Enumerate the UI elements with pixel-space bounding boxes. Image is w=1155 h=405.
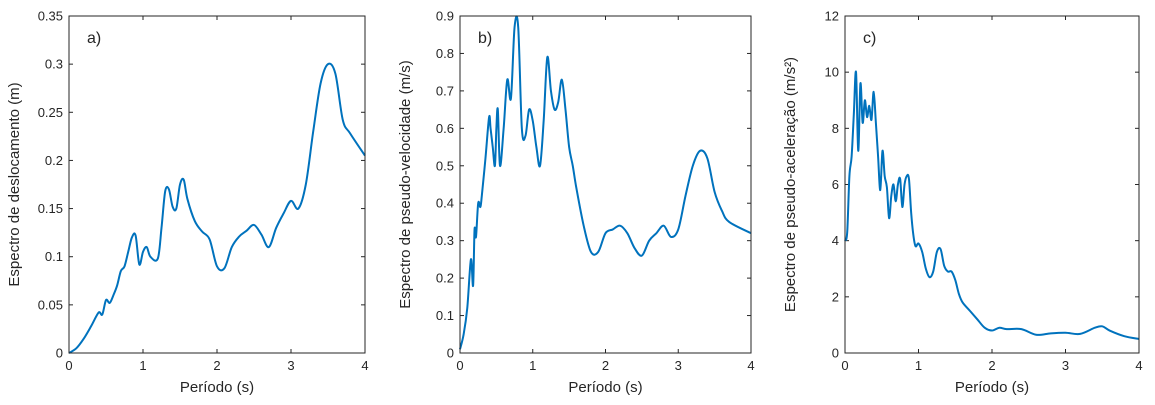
y-tick-label: 0.7 (436, 83, 454, 98)
y-tick-label: 0.1 (436, 308, 454, 323)
y-tick-label: 0.05 (38, 297, 63, 312)
x-tick-label: 0 (841, 358, 848, 373)
x-tick-label: 3 (675, 358, 682, 373)
x-axis-label: Período (s) (568, 379, 642, 396)
x-axis-label: Período (s) (180, 379, 254, 396)
x-tick-label: 2 (213, 358, 220, 373)
y-tick-label: 10 (825, 65, 839, 80)
y-tick-label: 2 (832, 289, 839, 304)
x-tick-label: 4 (1135, 358, 1142, 373)
x-tick-label: 0 (65, 358, 72, 373)
x-tick-label: 4 (747, 358, 754, 373)
x-tick-label: 3 (1062, 358, 1069, 373)
y-tick-label: 0.9 (436, 9, 454, 24)
panel-b: 0 1 2 3 4 0 0.1 0.2 0.3 0.4 0.5 0.6 0.7 0.8 0.9 b) Per… (397, 9, 755, 397)
axes-box (68, 15, 366, 354)
series-line (844, 70, 1140, 340)
series-line (68, 62, 366, 354)
y-tick-label: 0.5 (436, 158, 454, 173)
y-tick-label: 4 (832, 233, 839, 248)
y-tick-label: 0 (56, 346, 63, 361)
y-tick-label: 0.2 (45, 153, 63, 168)
y-tick-label: 0.3 (45, 57, 63, 72)
axes-box (844, 15, 1140, 354)
y-axis-label: Espectro de pseudo-aceleração (m/s²) (782, 57, 799, 312)
y-tick-label: 0 (832, 346, 839, 361)
y-tick-label: 0.3 (436, 233, 454, 248)
x-axis-label: Período (s) (955, 379, 1029, 396)
y-tick-label: 0.15 (38, 201, 63, 216)
y-tick-label: 0.6 (436, 121, 454, 136)
panel-label: a) (87, 30, 101, 47)
y-tick-label: 0.25 (38, 105, 63, 120)
x-tick-label: 3 (287, 358, 294, 373)
series-line (459, 15, 752, 350)
x-tick-label: 1 (529, 358, 536, 373)
y-tick-label: 0.8 (436, 46, 454, 61)
y-tick-label: 12 (825, 9, 839, 24)
x-tick-label: 1 (915, 358, 922, 373)
axes-box (459, 15, 752, 354)
y-tick-label: 0.2 (436, 271, 454, 286)
x-tick-label: 0 (456, 358, 463, 373)
x-tick-label: 2 (602, 358, 609, 373)
y-tick-label: 6 (832, 177, 839, 192)
panel-a: 0 1 2 3 4 0 0.05 0.1 0.15 0.2 0.25 0.3 0.35 a) Perío… (6, 9, 369, 397)
y-tick-label: 8 (832, 121, 839, 136)
x-tick-label: 2 (988, 358, 995, 373)
y-tick-label: 0.35 (38, 9, 63, 24)
y-tick-label: 0.1 (45, 249, 63, 264)
y-axis-label: Espectro de deslocamento (m) (6, 82, 23, 286)
y-tick-label: 0.4 (436, 196, 454, 211)
y-tick-label: 0 (447, 346, 454, 361)
panel-label: c) (863, 30, 876, 47)
x-tick-label: 4 (361, 358, 368, 373)
x-tick-label: 1 (139, 358, 146, 373)
panel-label: b) (478, 30, 492, 47)
y-axis-label: Espectro de pseudo-velocidade (m/s) (397, 60, 414, 308)
